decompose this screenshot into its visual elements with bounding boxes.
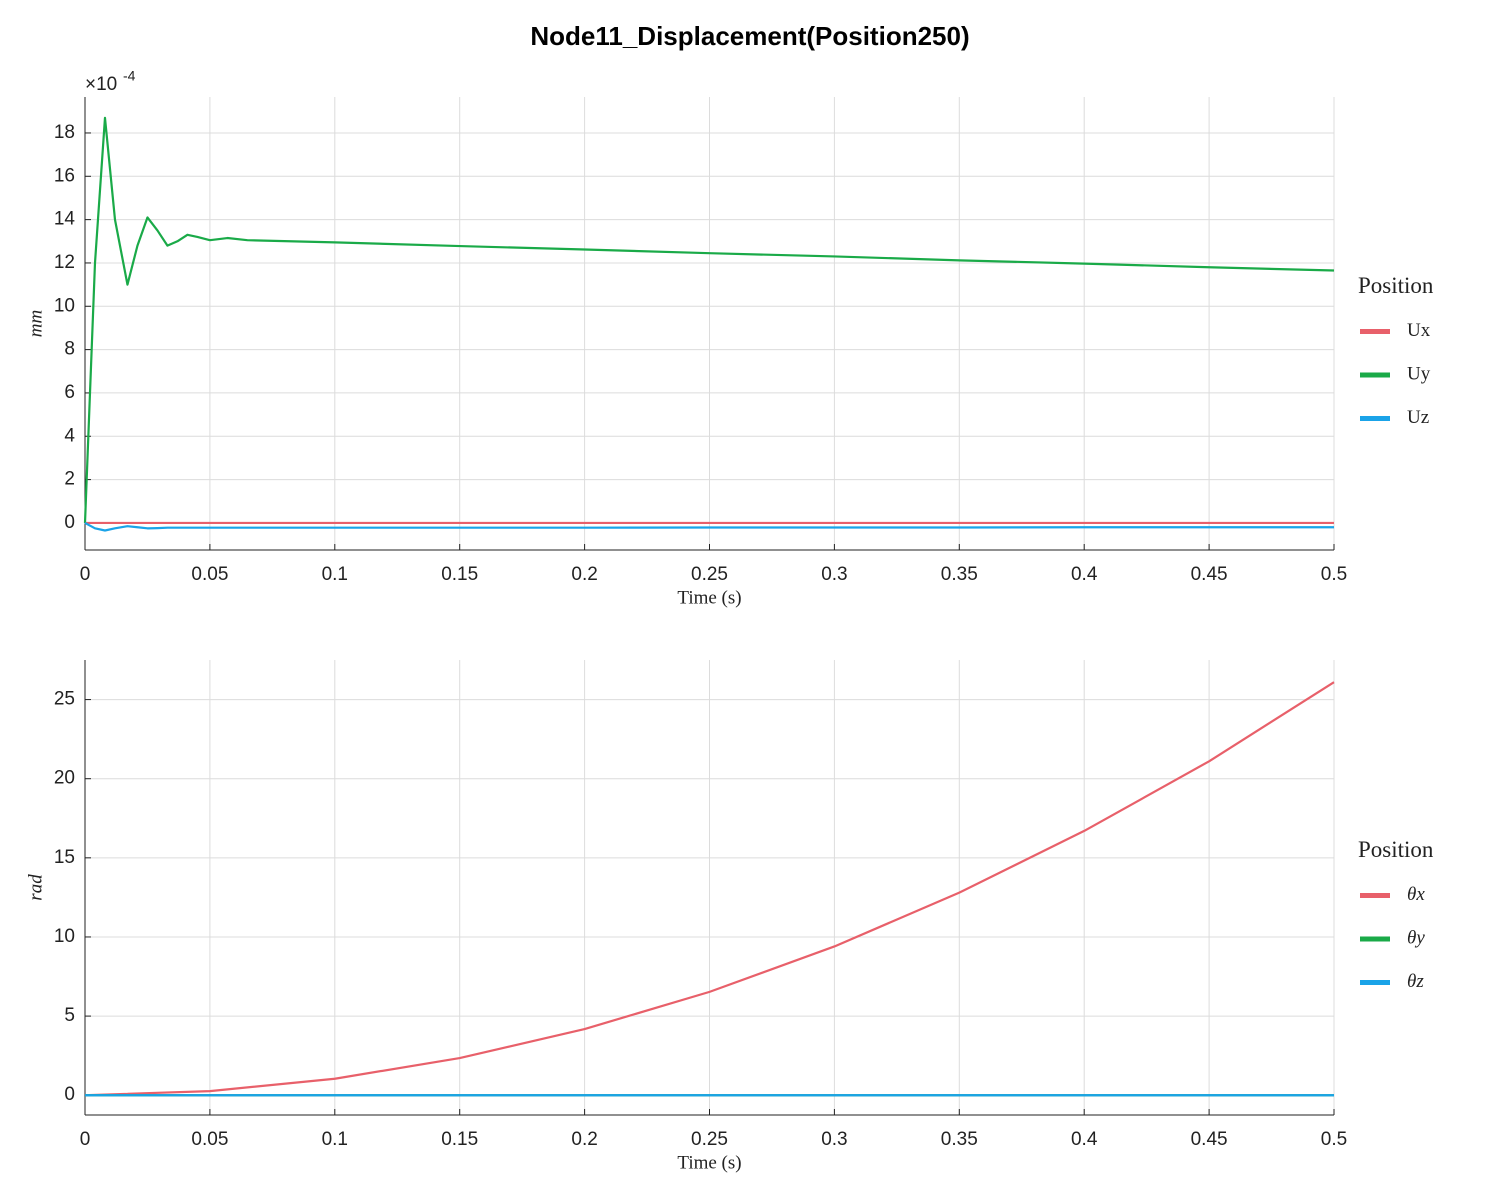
data-line bbox=[84, 681, 1335, 1097]
x-axis-label: Time (s) bbox=[677, 1152, 741, 1173]
x-tick-label: 0.45 bbox=[1191, 564, 1228, 585]
x-tick-label: 0.1 bbox=[322, 564, 348, 585]
figure-title: Node11_Displacement(Position250) bbox=[530, 21, 969, 51]
y-axis-label: mm bbox=[25, 310, 46, 337]
x-tick-label: 0.2 bbox=[571, 564, 597, 585]
legend-label: θx bbox=[1407, 884, 1425, 905]
y-tick-label: 25 bbox=[54, 689, 75, 710]
y-multiplier-exponent: -4 bbox=[123, 68, 136, 84]
y-axis-label: rad bbox=[25, 874, 46, 901]
x-tick-label: 0.15 bbox=[441, 564, 478, 585]
y-tick-label: 6 bbox=[64, 382, 75, 403]
y-tick-label: 15 bbox=[54, 847, 75, 868]
y-tick-label: 12 bbox=[54, 252, 75, 273]
x-tick-label: 0.45 bbox=[1191, 1129, 1228, 1150]
data-line bbox=[84, 521, 1334, 532]
y-tick-label: 0 bbox=[64, 512, 75, 533]
y-tick-label: 2 bbox=[64, 469, 75, 490]
x-tick-label: 0 bbox=[80, 1129, 91, 1150]
x-tick-label: 0.35 bbox=[941, 1129, 978, 1150]
x-tick-label: 0 bbox=[80, 564, 91, 585]
x-tick-label: 0.4 bbox=[1071, 564, 1098, 585]
y-tick-label: 10 bbox=[54, 295, 75, 316]
x-tick-label: 0.05 bbox=[191, 564, 228, 585]
y-tick-label: 16 bbox=[54, 165, 75, 186]
x-tick-label: 0.2 bbox=[571, 1129, 597, 1150]
y-multiplier: ×10 bbox=[85, 74, 117, 95]
y-tick-label: 8 bbox=[64, 339, 75, 360]
x-tick-label: 0.05 bbox=[191, 1129, 228, 1150]
x-tick-label: 0.3 bbox=[821, 1129, 847, 1150]
y-tick-label: 14 bbox=[54, 209, 76, 230]
y-tick-label: 18 bbox=[54, 122, 75, 143]
x-tick-label: 0.5 bbox=[1321, 564, 1347, 585]
y-tick-label: 4 bbox=[64, 425, 75, 446]
x-tick-label: 0.3 bbox=[821, 564, 847, 585]
y-tick-label: 10 bbox=[54, 926, 75, 947]
legend-label: Ux bbox=[1407, 320, 1431, 341]
x-tick-label: 0.25 bbox=[691, 564, 728, 585]
data-line bbox=[83, 116, 1335, 523]
legend-label: θz bbox=[1407, 971, 1424, 992]
y-tick-label: 20 bbox=[54, 768, 75, 789]
x-tick-label: 0.5 bbox=[1321, 1129, 1347, 1150]
legend-label: Uy bbox=[1407, 363, 1431, 384]
y-tick-label: 0 bbox=[64, 1084, 75, 1105]
x-tick-label: 0.35 bbox=[941, 564, 978, 585]
x-axis-label: Time (s) bbox=[677, 587, 741, 608]
legend-title: Position bbox=[1358, 273, 1434, 298]
x-tick-label: 0.4 bbox=[1071, 1129, 1098, 1150]
x-tick-label: 0.25 bbox=[691, 1129, 728, 1150]
legend-title: Position bbox=[1358, 837, 1434, 862]
y-tick-label: 5 bbox=[64, 1005, 75, 1026]
x-tick-label: 0.1 bbox=[322, 1129, 348, 1150]
x-tick-label: 0.15 bbox=[441, 1129, 478, 1150]
legend-label: θy bbox=[1407, 927, 1425, 948]
legend-label: Uz bbox=[1407, 407, 1429, 428]
